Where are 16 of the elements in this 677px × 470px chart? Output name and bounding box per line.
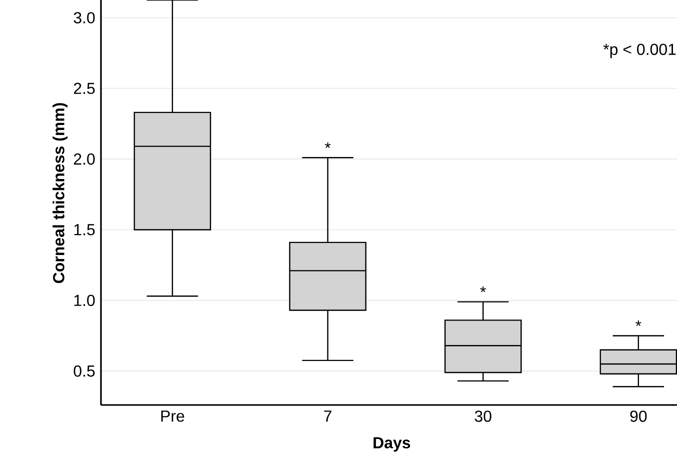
x-tick-label: Pre [161, 410, 184, 422]
annotation: * [324, 142, 331, 148]
annotation: * [480, 286, 486, 292]
y-tick-label: 1.0 [74, 294, 95, 306]
x-tick-label: 30 [474, 410, 492, 422]
x-axis-title: Days [374, 437, 410, 452]
y-tick-label: 0.5 [74, 365, 95, 377]
y-axis-title: Corneal thickness (mm) [52, 103, 68, 284]
annotation: *p < 0.001 [603, 44, 676, 58]
y-tick-label: 2.0 [74, 153, 95, 165]
x-tick-label: 7 [324, 410, 332, 422]
x-tick-label: 90 [630, 410, 647, 422]
y-tick-label: 2.5 [74, 82, 95, 94]
y-tick-label: 1.5 [74, 224, 95, 236]
y-tick-label: 3.0 [74, 12, 95, 24]
annotation: * [636, 320, 642, 326]
